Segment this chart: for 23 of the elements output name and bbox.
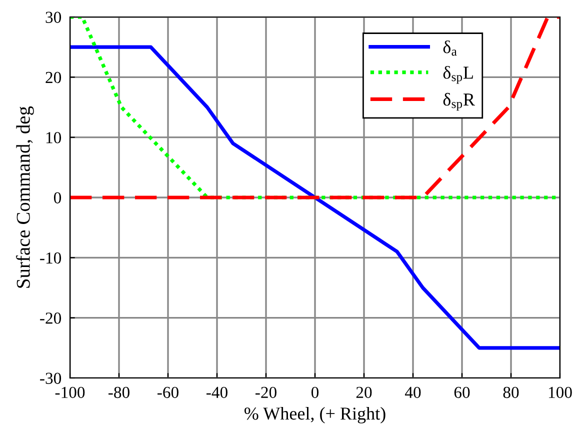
x-tick-label: 100	[548, 386, 572, 398]
y-tick-label: 30	[46, 12, 62, 23]
x-tick-label: 80	[503, 386, 519, 398]
legend-label: δ$_{sp}$R	[443, 92, 475, 111]
x-axis-title: % Wheel, (+ Right)	[244, 407, 386, 424]
x-tick-label: 0	[311, 386, 319, 398]
legend-label: δ$_{a}$	[443, 40, 457, 56]
legend-label: δ$_{sp}$L	[443, 66, 473, 84]
x-tick-label: 40	[404, 386, 421, 398]
y-tick-label: 10	[46, 132, 62, 144]
x-tick-label: -20	[256, 386, 276, 398]
y-tick-label: -20	[40, 312, 62, 324]
y-tick-label: 20	[46, 72, 62, 84]
x-tick-label: -100	[55, 386, 85, 398]
x-tick-label: -40	[206, 386, 228, 398]
y-tick-label: -10	[40, 252, 62, 264]
x-tick-label: -80	[108, 386, 130, 398]
y-axis-title: Surface Command, deg	[16, 106, 34, 288]
x-tick-label: -60	[158, 386, 178, 398]
y-tick-label: 0	[54, 192, 62, 204]
x-tick-label: 20	[356, 386, 372, 398]
x-tick-label: 60	[454, 386, 470, 398]
y-tick-label: -30	[40, 372, 62, 384]
